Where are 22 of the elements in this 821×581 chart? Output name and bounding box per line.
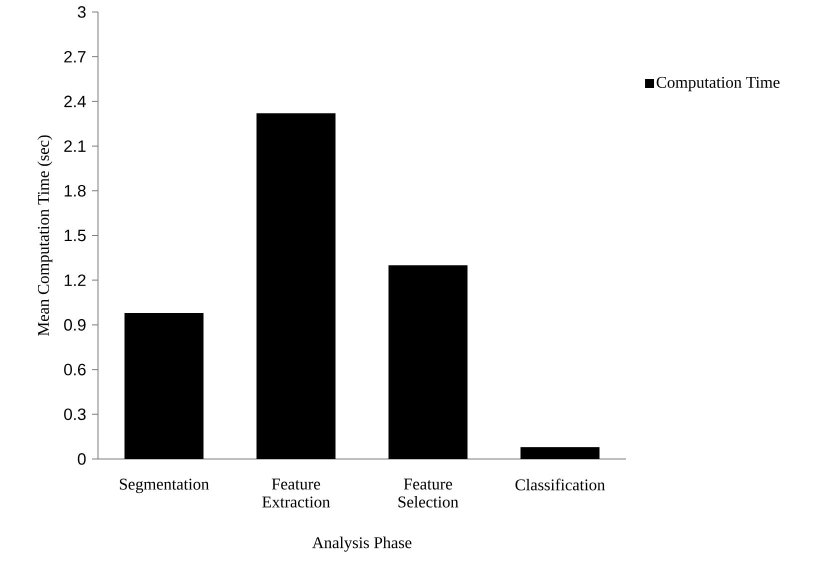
y-tick-label: 2.7 [64, 50, 86, 62]
y-tick-label: 2.1 [64, 140, 86, 152]
y-tick-label: 1.5 [64, 230, 86, 242]
x-tick-label: Feature Extraction [262, 478, 330, 508]
y-tick-label: 0.3 [64, 408, 86, 420]
x-tick-label: Feature Selection [398, 478, 458, 508]
y-axis-title: Mean Computation Time (sec) [37, 135, 52, 336]
y-tick-label: 0.6 [64, 364, 86, 376]
x-axis-title: Analysis Phase [312, 536, 412, 552]
bar [520, 447, 600, 459]
bar [124, 312, 204, 459]
legend-label: Computation Time [656, 76, 780, 92]
y-tick-label: 0.9 [64, 319, 86, 331]
y-tick-label: 1.2 [64, 274, 86, 286]
y-tick-label: 1.8 [64, 184, 86, 197]
bar [388, 265, 468, 459]
bar [256, 113, 336, 459]
x-tick-label: Segmentation [120, 478, 209, 494]
y-tick-label: 0 [78, 453, 86, 465]
x-tick-label: Classification [515, 478, 605, 490]
y-tick-label: 2.4 [64, 96, 86, 108]
y-tick-label: 3 [78, 6, 86, 18]
